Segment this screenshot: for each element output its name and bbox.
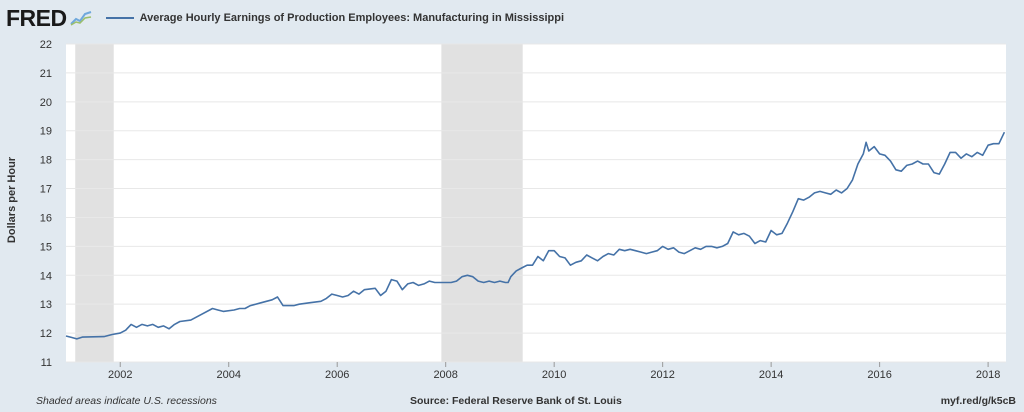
legend-label[interactable]: Average Hourly Earnings of Production Em…: [139, 12, 565, 24]
series-layer: [65, 131, 1006, 340]
y-tick-label: 17: [40, 184, 52, 196]
x-tick-label: 2014: [759, 369, 783, 381]
x-tick-label: 2016: [867, 369, 891, 381]
source-text: Source: Federal Reserve Bank of St. Loui…: [410, 395, 622, 407]
fred-logo[interactable]: FRED: [6, 4, 67, 31]
x-tick-label: 2004: [216, 369, 240, 381]
x-tick-label: 2018: [976, 369, 1000, 381]
y-tick-label: 22: [40, 39, 52, 51]
y-tick-label: 16: [40, 212, 52, 224]
x-tick-label: 2002: [108, 369, 132, 381]
short-url-link[interactable]: myf.red/g/k5cB: [940, 395, 1016, 407]
y-tick-label: 21: [40, 68, 52, 80]
x-tick-label: 2010: [542, 369, 566, 381]
x-tick-label: 2008: [433, 369, 457, 381]
y-tick-label: 18: [40, 155, 52, 167]
y-axis-ticks: 11 12 13 14 15 16 17 18 19 20 21 22: [40, 39, 52, 369]
recession-bands: [75, 44, 523, 362]
x-tick-label: 2006: [325, 369, 349, 381]
fred-logo-graph-icon: [69, 11, 91, 26]
chart-header: FRED Average Hourly Earnings of Producti…: [6, 4, 564, 32]
recession-band: [441, 44, 523, 362]
y-tick-label: 12: [40, 328, 52, 340]
y-tick-label: 15: [40, 241, 52, 253]
plot-area: [66, 44, 1006, 362]
x-tick-label: 2012: [650, 369, 674, 381]
y-tick-label: 14: [40, 270, 52, 282]
y-tick-label: 20: [40, 97, 52, 109]
series-line: [65, 131, 1006, 340]
y-tick-label: 13: [40, 299, 52, 311]
recession-note: Shaded areas indicate U.S. recessions: [36, 395, 217, 407]
recession-band: [75, 44, 114, 362]
x-axis-ticks: 2002 2004 2006 2008 2010 2012 2014 2016 2018: [108, 362, 1000, 381]
y-tick-label: 19: [40, 126, 52, 138]
grid-lines: [66, 43, 1006, 363]
legend-swatch: [105, 17, 134, 19]
y-tick-label: 11: [41, 357, 52, 369]
y-axis-label: Dollars per Hour: [6, 156, 18, 244]
